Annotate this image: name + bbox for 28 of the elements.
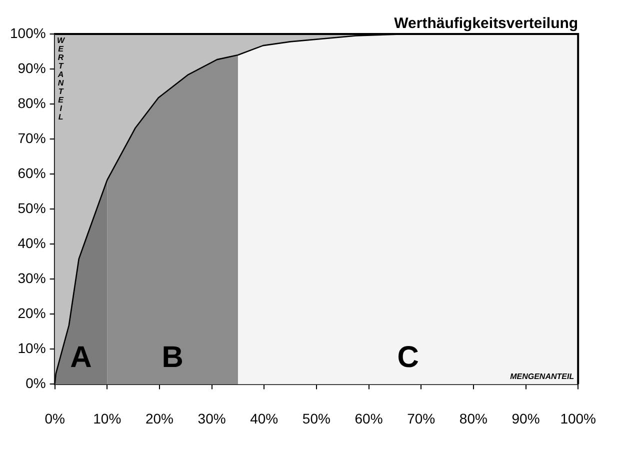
y-tick-label: 30% <box>18 270 46 286</box>
y-tick-label: 70% <box>18 130 46 146</box>
x-axis-title: MENGENANTEIL <box>510 372 574 382</box>
y-tick-label: 100% <box>10 24 46 41</box>
text: WERTANTEIL <box>57 36 65 122</box>
y-tick-label: 40% <box>18 234 46 251</box>
x-tick-label: 70% <box>407 410 436 426</box>
series-label: C <box>397 341 419 374</box>
y-tick-label: 60% <box>18 164 46 181</box>
x-tick-label: 0% <box>44 410 65 426</box>
y-tick-label: 80% <box>18 94 46 111</box>
x-tick-label: 60% <box>354 410 383 426</box>
x-tick-label: 50% <box>302 410 330 426</box>
x-tick-label: 30% <box>198 410 226 426</box>
series-label: A <box>70 341 92 374</box>
x-tick-label: 20% <box>145 410 174 426</box>
x-tick-label: 100% <box>560 410 596 426</box>
x-tick-label: 90% <box>512 410 540 426</box>
y-tick-label: 90% <box>18 60 46 76</box>
chart-title: Werthäufigkeitsverteilung <box>394 15 578 32</box>
x-tick-label: 80% <box>459 410 488 426</box>
x-tick-label: 40% <box>250 410 278 426</box>
y-tick-label: 50% <box>18 200 46 216</box>
series-label: B <box>162 341 184 374</box>
y-tick-label: 10% <box>18 340 46 356</box>
y-tick-label: 20% <box>18 305 46 322</box>
y-tick-label: 0% <box>26 375 46 392</box>
x-tick-label: 10% <box>93 410 122 426</box>
